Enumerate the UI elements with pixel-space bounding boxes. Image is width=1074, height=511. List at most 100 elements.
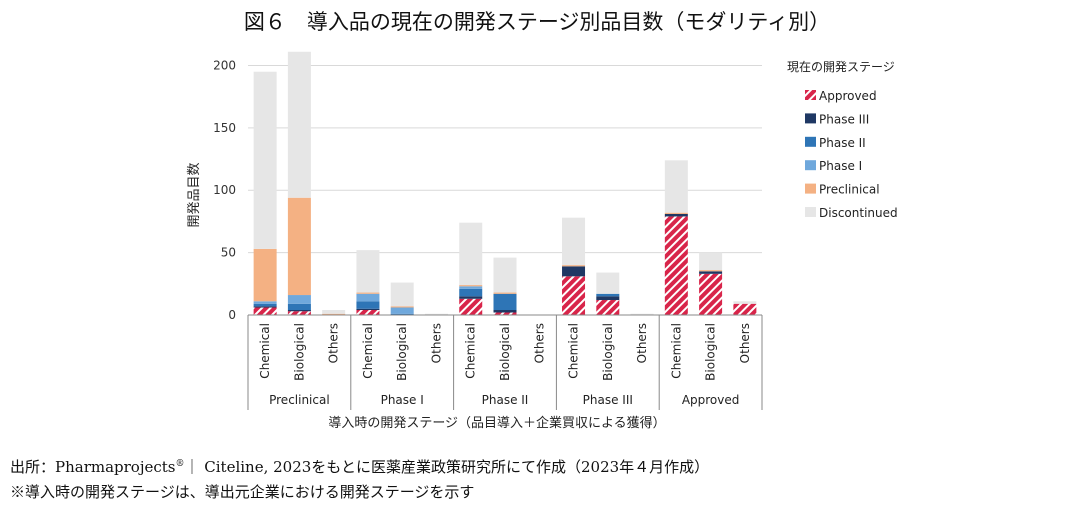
legend-swatch <box>805 207 816 217</box>
bar-segment-preclinical <box>322 313 346 315</box>
y-tick-label: 100 <box>213 183 236 197</box>
bar-segment-discontinued <box>664 160 688 213</box>
bar-segment-approved <box>287 311 311 315</box>
bar-segment-preclinical <box>699 270 723 272</box>
bar-segment-phase-ii <box>287 303 311 311</box>
legend-label: Phase III <box>819 112 869 126</box>
legend-label: Phase I <box>819 159 862 173</box>
bar-segment-approved <box>356 310 380 315</box>
bar-segment-phase-iii <box>493 310 517 313</box>
legend-label: Preclinical <box>819 183 880 197</box>
bar-segment-preclinical <box>356 292 380 294</box>
x-axis-label: 導入時の開発ステージ（品目導入＋企業買収による獲得） <box>328 415 665 431</box>
category-label: Chemical <box>258 323 272 379</box>
bar-segment-phase-iii <box>699 271 723 274</box>
bar-segment-approved <box>699 273 723 315</box>
bar-segment-phase-i <box>287 295 311 304</box>
category-label: Others <box>532 323 546 363</box>
category-label: Biological <box>395 323 409 381</box>
legend-swatch <box>805 90 816 100</box>
chart-title: 図６ 導入品の現在の開発ステージ別品目数（モダリティ別） <box>243 10 831 34</box>
y-axis-label: 開発品目数 <box>187 162 202 227</box>
bar-segment-phase-i <box>253 301 277 304</box>
group-label: Approved <box>682 393 740 407</box>
category-label: Others <box>738 323 752 363</box>
y-tick-label: 150 <box>213 121 236 135</box>
registered-mark: ® <box>175 459 185 469</box>
bar-segment-approved <box>459 298 483 315</box>
bar-segment-phase-iii <box>596 296 620 301</box>
bar-segment-discontinued <box>562 217 586 266</box>
category-label: Others <box>327 323 341 363</box>
category-label: Chemical <box>669 323 683 379</box>
bar-segment-approved <box>733 303 757 315</box>
bar-segment-approved <box>493 312 517 315</box>
bar-segment-discontinued <box>424 313 448 315</box>
source-suffix: ｜ Citeline, 2023をもとに医薬産業政策研究所にて作成（2023年４… <box>184 458 710 476</box>
bar-segment-preclinical <box>562 265 586 267</box>
bar-segment-preclinical <box>253 248 277 302</box>
bar-segment-phase-iii <box>287 310 311 312</box>
bar-segment-discontinued <box>493 257 517 293</box>
category-label: Chemical <box>567 323 581 379</box>
bar-segment-discontinued <box>459 222 483 286</box>
y-tick-label: 200 <box>213 58 236 72</box>
bar-segment-discontinued <box>390 282 414 307</box>
x-axis: Chemical Biological Others Chemical Biologic… <box>247 314 763 410</box>
bar-segment-phase-iii <box>562 266 586 277</box>
source-prefix: 出所：Pharmaprojects <box>10 458 176 476</box>
bar-segment-preclinical <box>664 212 688 214</box>
bar-segment-phase-i <box>356 293 380 302</box>
category-label: Others <box>635 323 649 363</box>
bar-segment-discontinued <box>356 250 380 293</box>
bar-segment-phase-ii <box>356 301 380 309</box>
bar-segment-discontinued <box>596 272 620 294</box>
legend: 現在の開発ステージ Approved Phase III Phase II Phase… <box>787 60 898 220</box>
legend-swatch <box>805 136 816 147</box>
bar-segment-phase-iii <box>664 213 688 217</box>
legend-label: Phase II <box>819 136 866 150</box>
category-label: Biological <box>704 323 718 381</box>
bar-segment-phase-i <box>459 286 483 289</box>
bar-segment-phase-i <box>390 307 414 314</box>
bar-segment-approved <box>253 307 277 315</box>
bars <box>253 51 757 315</box>
bar-segment-approved <box>562 276 586 315</box>
bar-segment-phase-iii <box>356 308 380 311</box>
bar-segment-phase-iii <box>459 296 483 299</box>
bar-segment-phase-ii <box>459 288 483 297</box>
bar-segment-preclinical <box>459 285 483 287</box>
legend-label: Discontinued <box>819 206 898 220</box>
bar-segment-approved <box>596 300 620 315</box>
bar-segment-phase-ii <box>493 293 517 311</box>
legend-title: 現在の開発ステージ <box>787 60 895 74</box>
legend-swatch <box>805 160 816 171</box>
bar-segment-discontinued <box>287 51 311 198</box>
category-label: Chemical <box>464 323 478 379</box>
legend-label: Approved <box>819 89 877 103</box>
bar-segment-approved <box>664 216 688 315</box>
source-note: 出所：Pharmaprojects®｜ Citeline, 2023をもとに医薬… <box>10 456 709 477</box>
legend-swatch <box>805 113 816 124</box>
bar-segment-phase-ii <box>390 313 414 315</box>
category-label: Others <box>429 323 443 363</box>
category-label: Biological <box>292 323 306 381</box>
bar-segment-discontinued <box>253 71 277 249</box>
y-tick-label: 0 <box>228 308 236 322</box>
group-label: Phase I <box>381 393 424 407</box>
bar-segment-discontinued <box>699 252 723 271</box>
category-label: Chemical <box>361 323 375 379</box>
bar-segment-discontinued <box>630 313 654 315</box>
bar-segment-discontinued <box>733 301 757 304</box>
category-label: Biological <box>498 323 512 381</box>
group-label: Phase II <box>482 393 529 407</box>
bar-segment-phase-iii <box>253 306 277 308</box>
bar-segment-phase-ii <box>253 303 277 307</box>
group-label: Preclinical <box>269 393 330 407</box>
bar-segment-discontinued <box>322 310 346 314</box>
y-tick-label: 50 <box>221 246 236 260</box>
bar-segment-preclinical <box>390 306 414 308</box>
group-label: Phase III <box>583 393 633 407</box>
bar-segment-preclinical <box>287 197 311 296</box>
